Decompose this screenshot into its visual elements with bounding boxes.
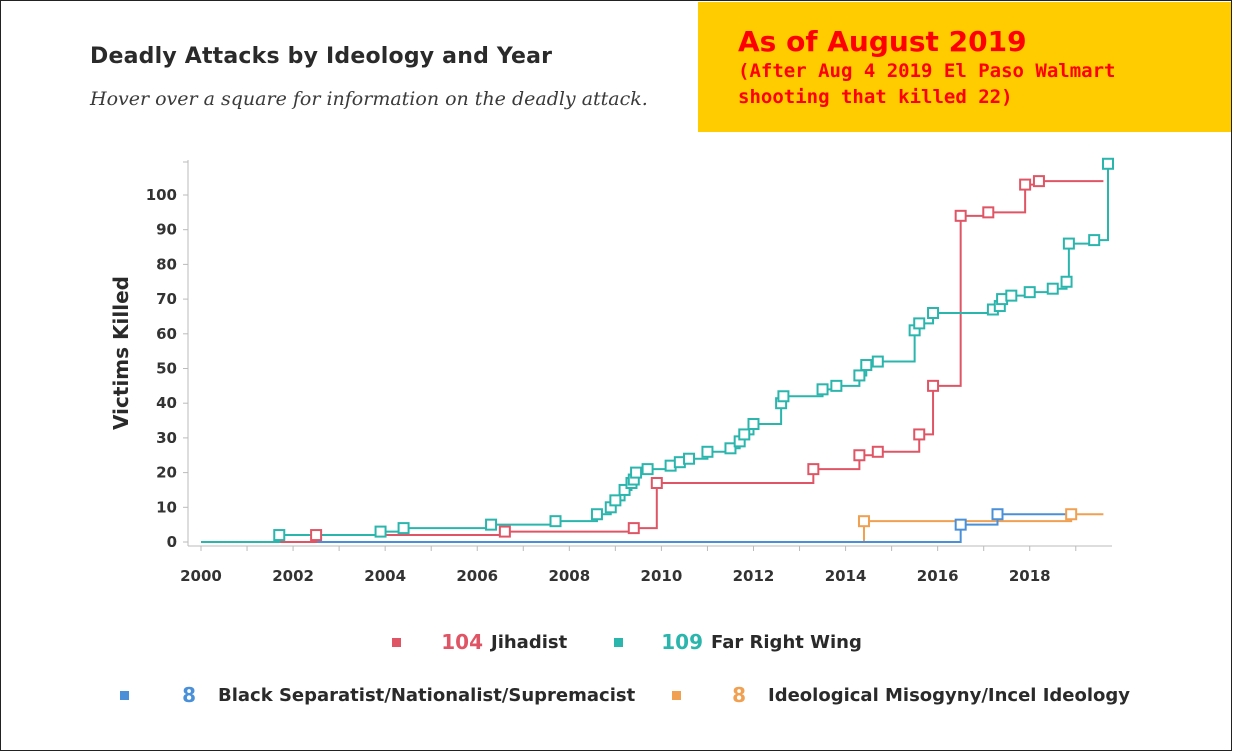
legend-item-jihadist[interactable]: 104 Jihadist — [392, 630, 567, 654]
y-axis-title: Victims Killed — [109, 276, 133, 430]
data-point-jihadist — [853, 449, 866, 462]
data-point-far-right-wing — [738, 428, 751, 441]
x-tick-label: 2004 — [364, 567, 406, 585]
x-tick-label: 2000 — [180, 567, 222, 585]
data-point-far-right-wing — [397, 522, 410, 535]
data-point-jihadist — [1032, 175, 1045, 188]
data-point-far-right-wing — [683, 452, 696, 465]
y-tick-label: 20 — [156, 464, 177, 482]
y-tick-label: 50 — [156, 360, 177, 378]
data-point-ideological-misogyny-incel-ideology — [1065, 508, 1078, 521]
data-point-far-right-wing — [641, 463, 654, 476]
legend-count-incel: 8 — [732, 683, 746, 707]
data-point-far-right-wing — [485, 518, 498, 531]
y-tick-label: 40 — [156, 394, 177, 412]
data-point-jihadist — [913, 428, 926, 441]
data-point-jihadist — [927, 379, 940, 392]
data-point-far-right-wing — [1023, 286, 1036, 299]
data-point-far-right-wing — [1088, 234, 1101, 247]
x-tick-label: 2016 — [917, 567, 959, 585]
legend-item-incel[interactable]: 8 Ideological Misogyny/Incel Ideology — [672, 683, 1130, 707]
data-point-far-right-wing — [913, 317, 926, 330]
x-tick-label: 2006 — [456, 567, 498, 585]
legend-label-jihadist: Jihadist — [491, 631, 568, 653]
y-tick-label: 100 — [146, 186, 177, 204]
data-point-jihadist — [871, 445, 884, 458]
data-point-far-right-wing — [860, 359, 873, 372]
chart-subtitle: Hover over a square for information on t… — [90, 88, 648, 110]
legend-count-jihadist: 104 — [441, 630, 483, 654]
data-point-black-separatist-nationalist-supremacist — [991, 508, 1004, 521]
legend-swatch-black-separatist — [120, 690, 129, 700]
data-point-jihadist — [310, 529, 323, 542]
legend-label-far-right: Far Right Wing — [711, 631, 862, 653]
data-point-far-right-wing — [374, 525, 387, 538]
legend-item-far-right[interactable]: 109 Far Right Wing — [614, 630, 862, 654]
data-point-far-right-wing — [816, 383, 829, 396]
x-tick-label: 2014 — [825, 567, 867, 585]
data-point-far-right-wing — [1062, 237, 1075, 250]
data-point-far-right-wing — [549, 515, 562, 528]
data-point-far-right-wing — [590, 508, 603, 521]
data-point-far-right-wing — [830, 379, 843, 392]
data-point-far-right-wing — [927, 306, 940, 319]
data-point-far-right-wing — [1046, 282, 1059, 295]
data-point-far-right-wing — [777, 390, 790, 403]
x-tick-label: 2012 — [733, 567, 775, 585]
y-tick-label: 30 — [156, 429, 177, 447]
x-tick-label: 2010 — [641, 567, 683, 585]
data-point-jihadist — [1019, 178, 1032, 191]
data-point-black-separatist-nationalist-supremacist — [954, 518, 967, 531]
data-point-far-right-wing — [701, 445, 714, 458]
y-tick-label: 90 — [156, 221, 177, 239]
data-point-far-right-wing — [1102, 157, 1114, 170]
y-tick-label: 10 — [156, 498, 177, 516]
data-point-jihadist — [627, 522, 640, 535]
data-point-far-right-wing — [609, 494, 622, 507]
x-tick-label: 2002 — [272, 567, 314, 585]
banner-line-1: As of August 2019 — [738, 25, 1027, 58]
data-point-ideological-misogyny-incel-ideology — [857, 515, 870, 528]
legend-label-incel: Ideological Misogyny/Incel Ideology — [768, 684, 1131, 706]
legend-swatch-jihadist — [392, 637, 401, 647]
y-tick-label: 0 — [167, 533, 177, 551]
y-tick-label: 80 — [156, 255, 177, 273]
data-point-far-right-wing — [724, 442, 737, 455]
banner-line-3: shooting that killed 22) — [738, 86, 1013, 108]
data-point-far-right-wing — [853, 369, 866, 382]
legend-swatch-far-right — [614, 637, 623, 647]
x-tick-label: 2008 — [548, 567, 590, 585]
legend-count-far-right: 109 — [661, 630, 703, 654]
series-line-black-separatist-nationalist-supremacist — [201, 513, 1067, 543]
data-point-jihadist — [982, 206, 995, 219]
data-point-far-right-wing — [871, 355, 884, 368]
data-point-far-right-wing — [630, 466, 643, 479]
data-point-jihadist — [498, 525, 511, 538]
data-point-far-right-wing — [273, 529, 286, 542]
date-banner: As of August 2019 (After Aug 4 2019 El P… — [698, 2, 1231, 132]
y-tick-label: 60 — [156, 325, 177, 343]
data-point-jihadist — [650, 477, 663, 490]
data-point-far-right-wing — [747, 418, 760, 431]
banner-line-2: (After Aug 4 2019 El Paso Walmart — [738, 60, 1116, 82]
data-point-jihadist — [807, 463, 820, 476]
legend-label-black-separatist: Black Separatist/Nationalist/Supremacist — [218, 684, 636, 706]
data-point-jihadist — [954, 209, 967, 222]
legend-item-black-separatist[interactable]: 8 Black Separatist/Nationalist/Supremaci… — [120, 683, 635, 707]
data-point-far-right-wing — [1060, 275, 1073, 288]
legend-swatch-incel — [672, 690, 681, 700]
x-tick-label: 2018 — [1009, 567, 1051, 585]
legend-count-black-separatist: 8 — [182, 683, 196, 707]
data-point-far-right-wing — [618, 483, 631, 496]
data-point-far-right-wing — [1005, 289, 1018, 302]
chart-title: Deadly Attacks by Ideology and Year — [90, 44, 553, 69]
y-tick-label: 70 — [156, 290, 177, 308]
